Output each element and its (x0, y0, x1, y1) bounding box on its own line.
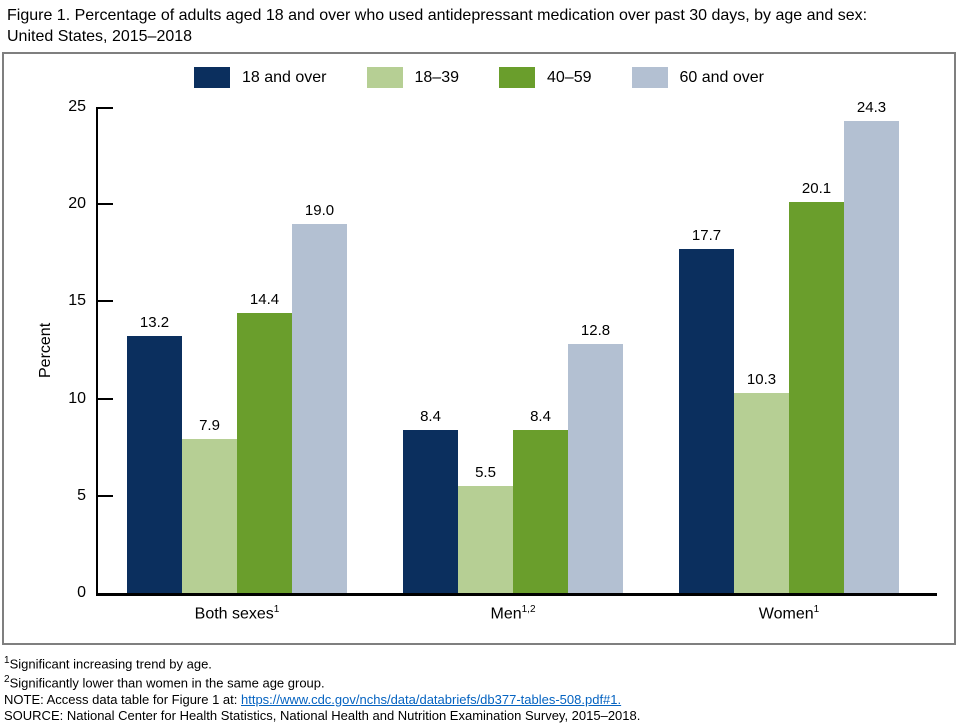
bar-value-label: 13.2 (139, 314, 170, 331)
bar (679, 249, 734, 593)
bar-value-label: 14.4 (249, 291, 280, 308)
note-prefix: NOTE: Access data table for Figure 1 at: (4, 691, 241, 707)
y-axis-tick-label: 5 (77, 486, 86, 504)
x-category-label-text: Women (758, 605, 814, 623)
footnote-source: SOURCE: National Center for Health Stati… (4, 707, 641, 723)
y-axis-tick-label: 10 (68, 389, 86, 407)
x-category-label: Men1,2 (403, 604, 623, 623)
plot-area: Percent 0 5 10 15 20 25 13.2 7.9 14.4 19.0 Both se… (37, 98, 937, 622)
bar-value-label: 12.8 (580, 322, 611, 339)
footnote-2-marker: 2 (4, 674, 10, 686)
legend-label: 18 and over (241, 68, 327, 86)
bar-value-label: 7.9 (199, 417, 220, 434)
bar (458, 486, 513, 593)
footnote-2-text: Significantly lower than women in the sa… (9, 675, 325, 691)
bar-value-label: 20.1 (801, 180, 832, 197)
x-category-label-text: Both sexes (194, 605, 274, 623)
x-category-label-sup: 1 (813, 604, 820, 615)
bar-value-label: 19.0 (304, 202, 335, 219)
bar-value-label: 10.3 (746, 371, 777, 388)
bar-value-label: 24.3 (856, 99, 887, 116)
bar (789, 202, 844, 593)
y-axis-tick (98, 300, 113, 303)
legend-item: 18–39 (366, 67, 460, 88)
bar (237, 313, 292, 593)
bar (403, 430, 458, 593)
legend-swatch (499, 67, 535, 88)
legend-item: 18 and over (193, 67, 327, 88)
bar (568, 344, 623, 593)
legend-swatch (193, 67, 230, 88)
legend-item: 60 and over (631, 67, 765, 88)
y-axis-label: Percent (37, 322, 54, 378)
bar (844, 121, 899, 593)
legend-label: 18–39 (414, 68, 460, 86)
footnote-1-text: Significant increasing trend by age. (9, 656, 212, 672)
y-axis-tick (98, 203, 113, 206)
x-category-label: Both sexes1 (127, 604, 347, 623)
bar-value-label: 17.7 (691, 227, 722, 244)
bar-value-label: 5.5 (475, 464, 496, 481)
x-category-label: Women1 (679, 604, 899, 623)
y-axis-tick (98, 397, 113, 400)
figure-title-line2: United States, 2015–2018 (7, 28, 193, 45)
bar (513, 430, 568, 593)
legend-swatch (366, 67, 403, 88)
y-axis-tick (98, 107, 113, 109)
x-category-label-text: Men (490, 605, 522, 623)
footnote-2: 2Significantly lower than women in the s… (4, 672, 640, 691)
y-axis-tick-label: 20 (68, 195, 86, 213)
legend-label: 60 and over (679, 68, 765, 86)
y-axis-tick-label: 15 (68, 292, 86, 310)
bar (182, 439, 237, 593)
bar (734, 393, 789, 593)
legend-item: 40–59 (499, 67, 592, 88)
x-category-label-sup: 1,2 (521, 604, 536, 615)
legend-label: 40–59 (547, 68, 592, 86)
chart-panel: 18 and over 18–39 40–59 60 and over Percent… (2, 52, 956, 645)
x-category-label-sup: 1 (273, 604, 280, 615)
y-axis-tick-label: 25 (68, 98, 86, 115)
footnotes: 1Significant increasing trend by age. 2S… (4, 653, 640, 724)
footnote-note: NOTE: Access data table for Figure 1 at:… (4, 692, 640, 708)
bar-value-label: 8.4 (420, 408, 441, 425)
bar (292, 224, 347, 593)
bar-value-label: 8.4 (530, 408, 551, 425)
bar (127, 336, 182, 593)
y-axis-tick-label: 0 (77, 584, 86, 601)
legend-swatch (631, 67, 668, 88)
data-table-link[interactable]: https://www.cdc.gov/nchs/data/databriefs… (241, 691, 622, 707)
legend: 18 and over 18–39 40–59 60 and over (4, 67, 954, 88)
footnote-1-marker: 1 (4, 655, 10, 666)
figure-title: Figure 1. Percentage of adults aged 18 a… (7, 5, 955, 47)
footnote-1: 1Significant increasing trend by age. (4, 653, 640, 672)
figure-title-line1: Figure 1. Percentage of adults aged 18 a… (7, 7, 868, 24)
y-axis-tick (98, 494, 113, 497)
